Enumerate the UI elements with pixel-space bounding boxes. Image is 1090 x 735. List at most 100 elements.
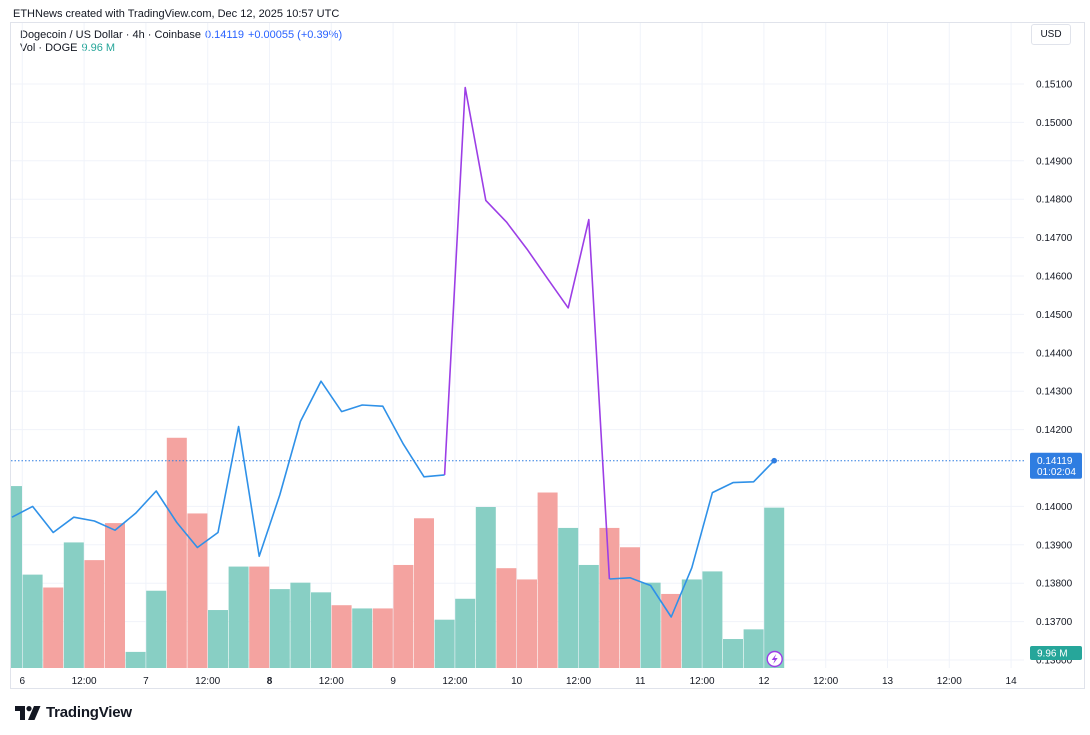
price-axis-label: 0.14700: [1036, 233, 1073, 244]
currency-button[interactable]: USD: [1031, 24, 1071, 45]
price-axis-label: 0.14400: [1036, 348, 1073, 359]
price-axis-label: 0.14600: [1036, 272, 1073, 283]
legend-volume-value: 9.96 M: [81, 42, 116, 54]
tradingview-brand[interactable]: TradingView: [15, 704, 132, 721]
price-axis[interactable]: 0.13600 0.13700 0.13800 0.13900 0.14000 0.142…: [1036, 80, 1073, 667]
volume-bar[interactable]: [681, 579, 702, 668]
tradingview-logo-icon: [15, 705, 41, 720]
volume-bar[interactable]: [125, 651, 146, 668]
volume-badge-value: 9.96 M: [1037, 649, 1068, 660]
volume-bar[interactable]: [187, 513, 208, 668]
volume-bar[interactable]: [414, 518, 434, 668]
volume-bar[interactable]: [11, 486, 22, 668]
time-axis-label: 14: [1006, 676, 1018, 687]
legend-change: +0.00055 (+0.39%): [247, 29, 343, 41]
price-axis-label: 0.14300: [1036, 387, 1073, 398]
last-price-countdown: 01:02:04: [1037, 467, 1076, 478]
time-axis-label: 13: [882, 676, 894, 687]
time-axis-label: 10: [511, 676, 523, 687]
volume-bar[interactable]: [269, 589, 290, 668]
price-axis-label: 0.13900: [1036, 540, 1073, 551]
volume-bar[interactable]: [43, 587, 64, 669]
volume-bar[interactable]: [517, 579, 537, 668]
volume-bar[interactable]: [578, 564, 599, 668]
volume-bar[interactable]: [764, 507, 785, 668]
volume-bar[interactable]: [105, 523, 125, 668]
time-axis-label: 6: [20, 676, 26, 687]
volume-bar[interactable]: [743, 629, 764, 668]
legend-volume-row[interactable]: Vol · DOGE 9.96 M: [20, 42, 342, 55]
time-axis-label: 12:00: [813, 676, 838, 687]
legend-symbol: Dogecoin / US Dollar · 4h · Coinbase: [20, 29, 201, 41]
time-axis-label: 11: [635, 676, 646, 687]
time-axis-label: 12: [758, 676, 770, 687]
last-price-dot[interactable]: [771, 457, 777, 464]
volume-bar[interactable]: [393, 564, 414, 668]
time-axis-label: 8: [267, 676, 273, 687]
volume-bar[interactable]: [620, 547, 640, 668]
volume-bar[interactable]: [22, 574, 43, 668]
price-line-highlight-segment[interactable]: [443, 86, 611, 580]
volume-bar[interactable]: [352, 608, 373, 668]
price-axis-label: 0.14200: [1036, 425, 1073, 436]
volume-bars: [11, 437, 785, 669]
volume-bar[interactable]: [331, 605, 352, 668]
volume-bar[interactable]: [311, 592, 331, 668]
time-axis-label: 7: [143, 676, 149, 687]
price-axis-label: 0.15000: [1036, 118, 1073, 129]
price-axis-label: 0.14900: [1036, 156, 1073, 167]
volume-badge-bg: [1030, 646, 1082, 660]
price-axis-label: 0.13600: [1036, 656, 1073, 667]
volume-bar[interactable]: [166, 437, 187, 668]
legend-price: 0.14119: [204, 29, 244, 41]
volume-bar[interactable]: [63, 542, 84, 668]
volume-bar[interactable]: [702, 571, 723, 668]
volume-bar[interactable]: [434, 619, 455, 668]
volume-bar[interactable]: [537, 492, 558, 668]
volume-badge: 9.96 M: [1030, 646, 1082, 660]
price-axis-label: 0.13700: [1036, 617, 1073, 628]
volume-bar[interactable]: [208, 610, 228, 668]
volume-bar[interactable]: [558, 527, 579, 668]
chart-frame: [10, 22, 1085, 689]
time-axis-label: 12:00: [690, 676, 715, 687]
price-axis-label: 0.14500: [1036, 310, 1073, 321]
legend-volume-label: Vol · DOGE: [20, 42, 78, 54]
price-line: [11, 86, 775, 618]
volume-bar[interactable]: [249, 566, 270, 668]
volume-bar[interactable]: [475, 507, 496, 668]
price-line-segment[interactable]: [11, 380, 445, 558]
time-axis[interactable]: 6 12:00 7 12:00 8 12:00 9 12:00 10 12:00 11 12:00 12…: [20, 676, 1018, 687]
volume-bar[interactable]: [599, 527, 620, 668]
volume-bar[interactable]: [455, 598, 476, 668]
lightning-icon-bolt: [771, 654, 778, 664]
price-axis-label: 0.14000: [1036, 502, 1073, 513]
last-price-badge-value: 0.14119: [1037, 456, 1073, 467]
lightning-icon[interactable]: [766, 650, 783, 668]
volume-bar[interactable]: [640, 582, 661, 668]
price-axis-label: 0.13800: [1036, 579, 1073, 590]
volume-bar[interactable]: [496, 568, 517, 668]
volume-bar[interactable]: [661, 593, 682, 668]
time-axis-label: 12:00: [442, 676, 467, 687]
volume-bar[interactable]: [290, 582, 311, 668]
time-axis-label: 12:00: [195, 676, 220, 687]
volume-bar[interactable]: [372, 608, 393, 668]
volume-bar[interactable]: [146, 590, 167, 668]
last-price-badge-bg: [1030, 452, 1082, 479]
volume-bar[interactable]: [228, 566, 249, 668]
time-axis-label: 12:00: [72, 676, 97, 687]
time-axis-label: 12:00: [937, 676, 962, 687]
chart-credit: ETHNews created with TradingView.com, De…: [13, 8, 340, 20]
price-line-segment[interactable]: [609, 460, 775, 618]
chart-legend: Dogecoin / US Dollar · 4h · Coinbase 0.14…: [20, 29, 342, 55]
price-axis-label: 0.14800: [1036, 195, 1073, 206]
volume-bar[interactable]: [723, 639, 743, 668]
legend-symbol-row[interactable]: Dogecoin / US Dollar · 4h · Coinbase 0.14…: [20, 29, 342, 42]
time-axis-label: 12:00: [319, 676, 344, 687]
volume-bar[interactable]: [84, 560, 105, 668]
time-axis-label: 9: [390, 676, 396, 687]
tradingview-wordmark: TradingView: [46, 704, 132, 721]
